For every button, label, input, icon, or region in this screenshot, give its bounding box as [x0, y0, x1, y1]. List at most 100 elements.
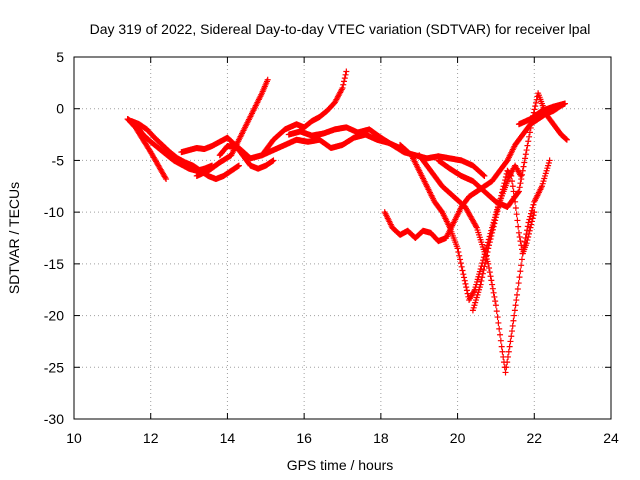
data-point [508, 328, 515, 335]
x-tick-label: 20 [450, 430, 466, 446]
data-point [514, 217, 521, 224]
x-axis-title: GPS time / hours [287, 457, 394, 473]
y-axis: -30 -25 -20 -15 -10 -5 0 5 [44, 49, 611, 427]
data-point [518, 176, 525, 183]
data-point [494, 208, 501, 215]
y-tick-label: -10 [44, 204, 64, 220]
data-point [530, 201, 537, 208]
data-point [472, 223, 479, 230]
data-point [489, 281, 496, 288]
data-point [458, 263, 465, 270]
data-point [519, 167, 526, 174]
data-point [497, 331, 504, 338]
data-point [485, 260, 492, 267]
data-point [515, 229, 522, 236]
data-point [512, 302, 519, 309]
data-point [499, 348, 506, 355]
plot-frame [73, 56, 612, 420]
data-point [522, 155, 529, 162]
series-track-4 [178, 134, 277, 172]
data-point [477, 266, 484, 273]
data-point [511, 312, 518, 319]
data-point [503, 364, 510, 371]
data-point [516, 274, 523, 281]
series-track-9 [381, 100, 568, 245]
data-point [523, 147, 530, 154]
data-point [524, 237, 531, 244]
data-point [491, 293, 498, 300]
data-point [477, 281, 484, 288]
data-point [561, 100, 568, 107]
data-point [341, 75, 348, 82]
data-point [532, 99, 539, 106]
data-point [496, 198, 503, 205]
data-point [530, 212, 537, 219]
data-point [486, 239, 493, 246]
data-point [486, 242, 493, 249]
data-point [498, 343, 505, 350]
data-point [529, 215, 536, 222]
data-point [506, 343, 513, 350]
data-point [515, 223, 522, 230]
data-point [517, 238, 524, 245]
y-axis-title: SDTVAR / TECUs [6, 182, 22, 294]
data-point [341, 78, 348, 85]
data-point [490, 289, 497, 296]
data-point [495, 319, 502, 326]
series-track-5 [193, 76, 271, 179]
data-point [491, 220, 498, 227]
data-point [493, 308, 500, 315]
x-tick-label: 14 [220, 430, 236, 446]
data-point [481, 172, 488, 179]
y-tick-label: -30 [44, 411, 64, 427]
data-point [486, 269, 493, 276]
data-point [519, 171, 526, 178]
data-point [505, 348, 512, 355]
data-point [521, 159, 528, 166]
data-point [340, 81, 347, 88]
data-point [515, 188, 522, 195]
data-point [495, 205, 502, 212]
data-point [516, 233, 523, 240]
data-point [494, 314, 501, 321]
data-point [509, 322, 516, 329]
data-point [514, 291, 521, 298]
data-point [485, 245, 492, 252]
data-point [457, 256, 464, 263]
data-point [514, 285, 521, 292]
chart-title: Day 319 of 2022, Sidereal Day-to-day VTE… [90, 21, 591, 37]
data-point [507, 171, 514, 178]
x-tick-label: 10 [66, 430, 82, 446]
data-point [512, 198, 519, 205]
data-point [531, 209, 538, 216]
data-point [529, 204, 536, 211]
series-track-2 [124, 116, 170, 183]
data-point [457, 260, 464, 267]
data-point [499, 186, 506, 193]
data-point [492, 298, 499, 305]
data-point [454, 245, 461, 252]
data-point [497, 337, 504, 344]
data-point [563, 136, 570, 143]
data-point [518, 256, 525, 263]
data-point [463, 284, 470, 291]
y-tick-label: 5 [56, 49, 64, 65]
data-point [495, 201, 502, 208]
data-point [508, 333, 515, 340]
data-point [479, 270, 486, 277]
series-track-7 [258, 68, 350, 159]
data-point [502, 173, 509, 180]
data-point [510, 317, 517, 324]
x-tick-label: 16 [296, 430, 312, 446]
y-tick-label: -15 [44, 256, 64, 272]
series-track-3 [128, 118, 242, 183]
y-tick-label: -20 [44, 308, 64, 324]
data-point [483, 252, 490, 259]
data-point [455, 249, 462, 256]
data-point [235, 162, 242, 169]
data-point [513, 211, 520, 218]
data-point [496, 325, 503, 332]
series-track-10 [397, 141, 524, 304]
data-point [527, 124, 534, 131]
